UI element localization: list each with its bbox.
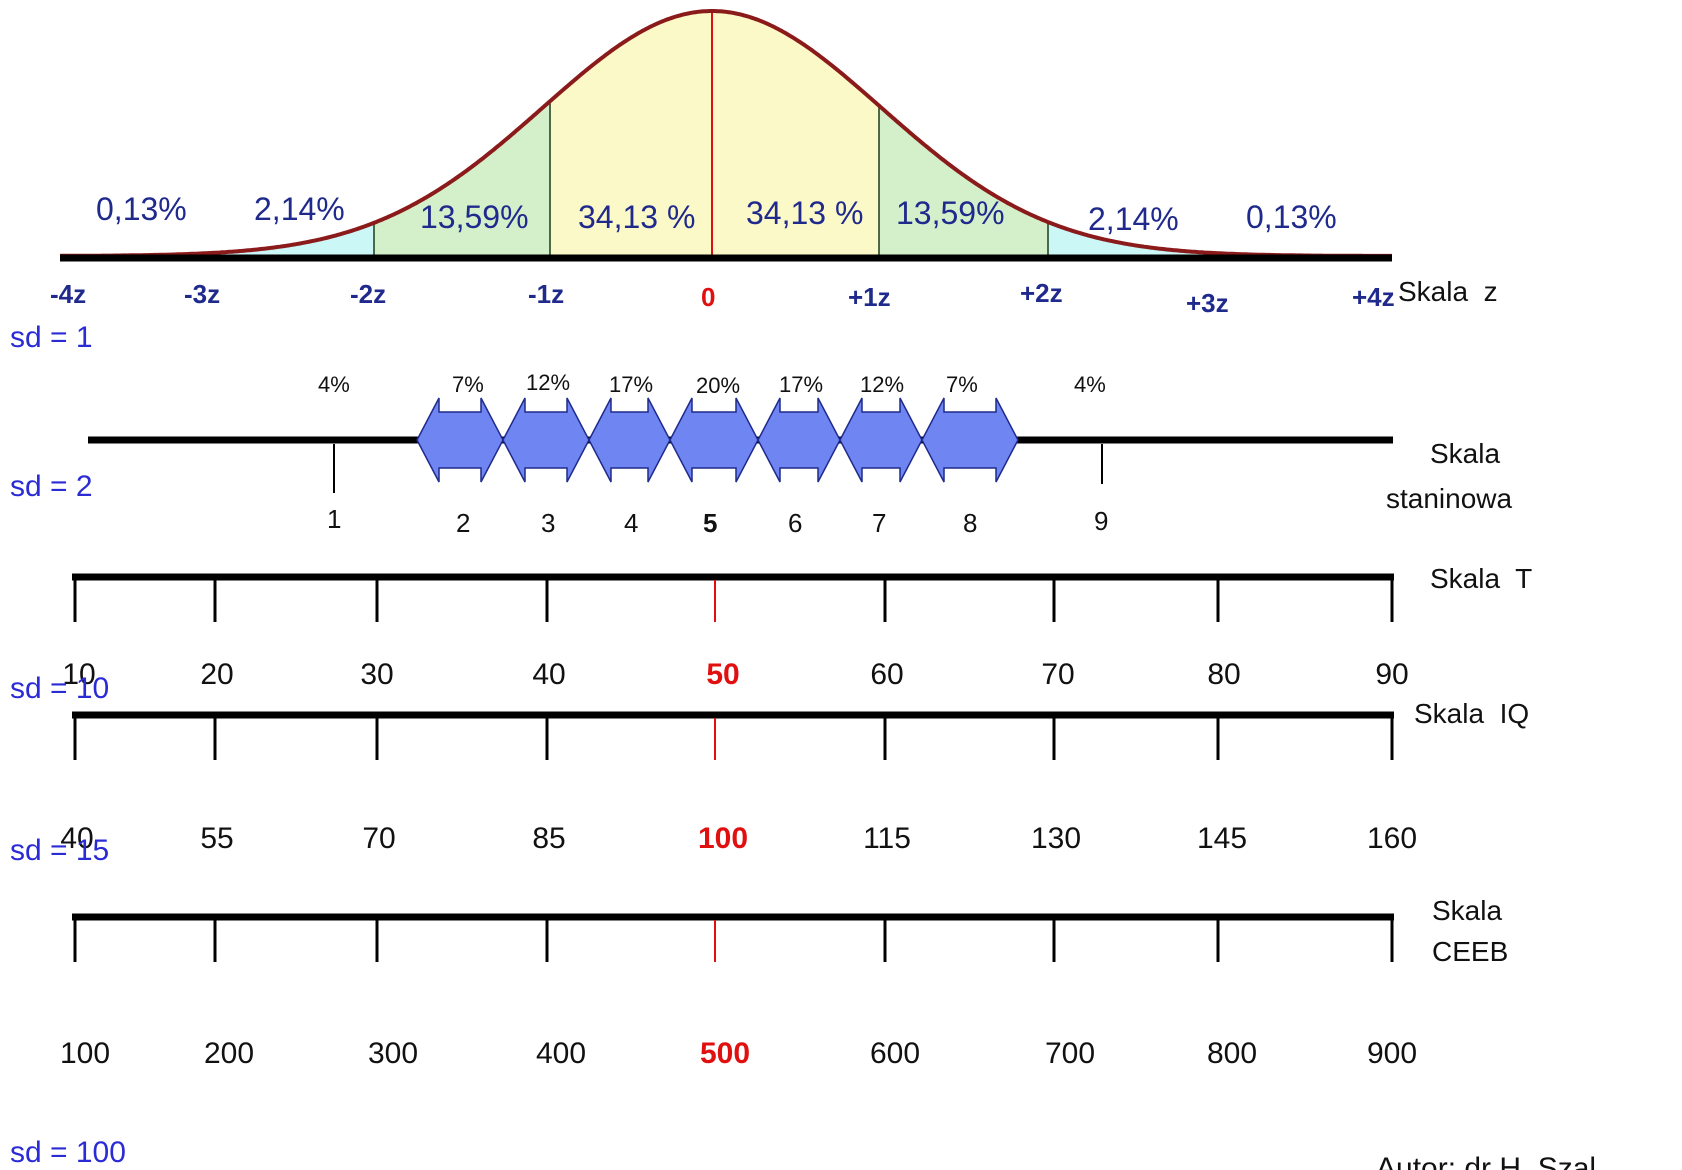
stanine-sd-label: sd = 2 bbox=[10, 470, 93, 503]
z-tick-label: -3z bbox=[184, 279, 220, 309]
ceeb-scale: 100 200 300 400 500 600 700 800 900 bbox=[60, 913, 1417, 1070]
stanine-arrow bbox=[757, 397, 841, 483]
tick-label: 55 bbox=[200, 822, 233, 855]
band-3-left bbox=[215, 222, 374, 258]
tick-label: 130 bbox=[1031, 822, 1081, 855]
stanine-number: 9 bbox=[1094, 506, 1108, 536]
band-dividers bbox=[214, 11, 1217, 258]
t-scale-name: Skala T bbox=[1430, 563, 1532, 594]
stanine-arrows bbox=[416, 397, 1019, 483]
tick-label: 70 bbox=[1041, 658, 1074, 691]
iq-sd-label: sd = 15 bbox=[10, 834, 109, 867]
iq-scale-name: Skala IQ bbox=[1414, 698, 1529, 729]
z-sd-label: sd = 1 bbox=[10, 321, 93, 354]
z-percent-3: 13,59% bbox=[420, 199, 529, 235]
z-tick-label: -2z bbox=[350, 279, 386, 309]
z-percent-7: 2,14% bbox=[1088, 201, 1179, 237]
stanine-percent: 12% bbox=[860, 372, 904, 397]
tick-label-center: 500 bbox=[700, 1037, 750, 1070]
z-percent-2: 2,14% bbox=[254, 191, 345, 227]
stanine-arrow bbox=[921, 397, 1019, 483]
z-tick-label: -1z bbox=[528, 279, 564, 309]
tick-label: 40 bbox=[532, 658, 565, 691]
z-percentages: 0,13% 2,14% 13,59% 34,13 % 34,13 % 13,59… bbox=[96, 191, 1337, 237]
stanine-arrow bbox=[839, 397, 923, 483]
stanine-percent: 7% bbox=[946, 372, 978, 397]
stanine-percent: 4% bbox=[318, 372, 350, 397]
tick-label: 200 bbox=[204, 1037, 254, 1070]
ceeb-scale-name-line1: Skala bbox=[1432, 895, 1502, 926]
tick-label: 600 bbox=[870, 1037, 920, 1070]
band-1-left bbox=[550, 11, 712, 258]
bell-curve bbox=[59, 9, 1392, 262]
z-tick-label: -4z bbox=[50, 279, 86, 309]
tick-label: 100 bbox=[60, 1037, 110, 1070]
z-tick-label: +1z bbox=[848, 282, 891, 312]
stanine-number-center: 5 bbox=[703, 508, 717, 538]
stanine-number: 2 bbox=[456, 508, 470, 538]
tick-label: 90 bbox=[1375, 658, 1408, 691]
z-tick-label: +4z bbox=[1352, 282, 1395, 312]
tick-label: 300 bbox=[368, 1037, 418, 1070]
z-percent-1: 0,13% bbox=[96, 191, 187, 227]
tick-label: 900 bbox=[1367, 1037, 1417, 1070]
z-percent-8: 0,13% bbox=[1246, 199, 1337, 235]
stanine-percent: 17% bbox=[779, 372, 823, 397]
stanine-numbers: 1 2 3 4 5 6 7 8 9 bbox=[327, 504, 1108, 538]
stanine-arrow bbox=[588, 397, 671, 483]
tick-label: 400 bbox=[536, 1037, 586, 1070]
stanine-scale-name-line1: Skala bbox=[1430, 438, 1500, 469]
t-scale: 10 20 30 40 50 60 70 80 90 bbox=[62, 573, 1409, 691]
band-3-right bbox=[1048, 222, 1216, 258]
stanine-number: 6 bbox=[788, 508, 802, 538]
ceeb-sd-label: sd = 100 bbox=[10, 1136, 126, 1169]
stanine-number: 1 bbox=[327, 504, 341, 534]
tick-label: 160 bbox=[1367, 822, 1417, 855]
tick-label: 10 bbox=[62, 658, 95, 691]
stanine-scale-name-line2: staninowa bbox=[1386, 483, 1513, 514]
tick-label: 700 bbox=[1045, 1037, 1095, 1070]
stanine-percent: 12% bbox=[526, 370, 570, 395]
stanine-percent: 7% bbox=[452, 372, 484, 397]
z-percent-5: 34,13 % bbox=[746, 195, 863, 231]
stanine-percent: 20% bbox=[696, 373, 740, 398]
tick-label: 40 bbox=[60, 822, 93, 855]
stanine-percentages: 4% 7% 12% 17% 20% 17% 12% 7% 4% bbox=[318, 370, 1106, 398]
stanine-number: 4 bbox=[624, 508, 638, 538]
tick-label: 70 bbox=[362, 822, 395, 855]
iq-scale: 40 55 70 85 100 115 130 145 160 bbox=[60, 711, 1417, 855]
stanine-arrow bbox=[416, 397, 504, 483]
z-tick-label: +2z bbox=[1020, 278, 1063, 308]
stanine-scale: 4% 7% 12% 17% 20% 17% 12% 7% 4% 1 2 3 4 … bbox=[10, 370, 1513, 538]
z-tick-label-center: 0 bbox=[701, 282, 715, 312]
tick-label-center: 50 bbox=[706, 658, 739, 691]
z-percent-6: 13,59% bbox=[896, 195, 1005, 231]
stanine-percent: 17% bbox=[609, 372, 653, 397]
tick-label: 20 bbox=[200, 658, 233, 691]
z-scale-name: Skala z bbox=[1398, 276, 1498, 307]
author-credit: Autor: dr H. Szal bbox=[1376, 1152, 1596, 1170]
tick-label: 800 bbox=[1207, 1037, 1257, 1070]
tick-label: 30 bbox=[360, 658, 393, 691]
tick-label: 80 bbox=[1207, 658, 1240, 691]
stanine-arrow bbox=[669, 397, 759, 483]
band-1-right bbox=[712, 11, 879, 258]
tick-label: 115 bbox=[863, 822, 911, 855]
z-percent-4: 34,13 % bbox=[578, 199, 695, 235]
stanine-number: 7 bbox=[872, 508, 886, 538]
stanine-number: 8 bbox=[963, 508, 977, 538]
tick-label: 85 bbox=[532, 822, 565, 855]
tick-label: 145 bbox=[1197, 822, 1247, 855]
t-sd-label: sd = 10 bbox=[10, 672, 109, 705]
curve-outline bbox=[59, 9, 1392, 258]
tick-label: 60 bbox=[870, 658, 903, 691]
tick-label-center: 100 bbox=[698, 822, 748, 855]
z-tick-label: +3z bbox=[1186, 288, 1229, 318]
ceeb-scale-name-line2: CEEB bbox=[1432, 936, 1508, 967]
stanine-number: 3 bbox=[541, 508, 555, 538]
z-ticks: -4z -3z -2z -1z 0 +1z +2z +3z +4z bbox=[50, 278, 1395, 318]
stanine-percent: 4% bbox=[1074, 372, 1106, 397]
stanine-arrow bbox=[502, 397, 590, 483]
